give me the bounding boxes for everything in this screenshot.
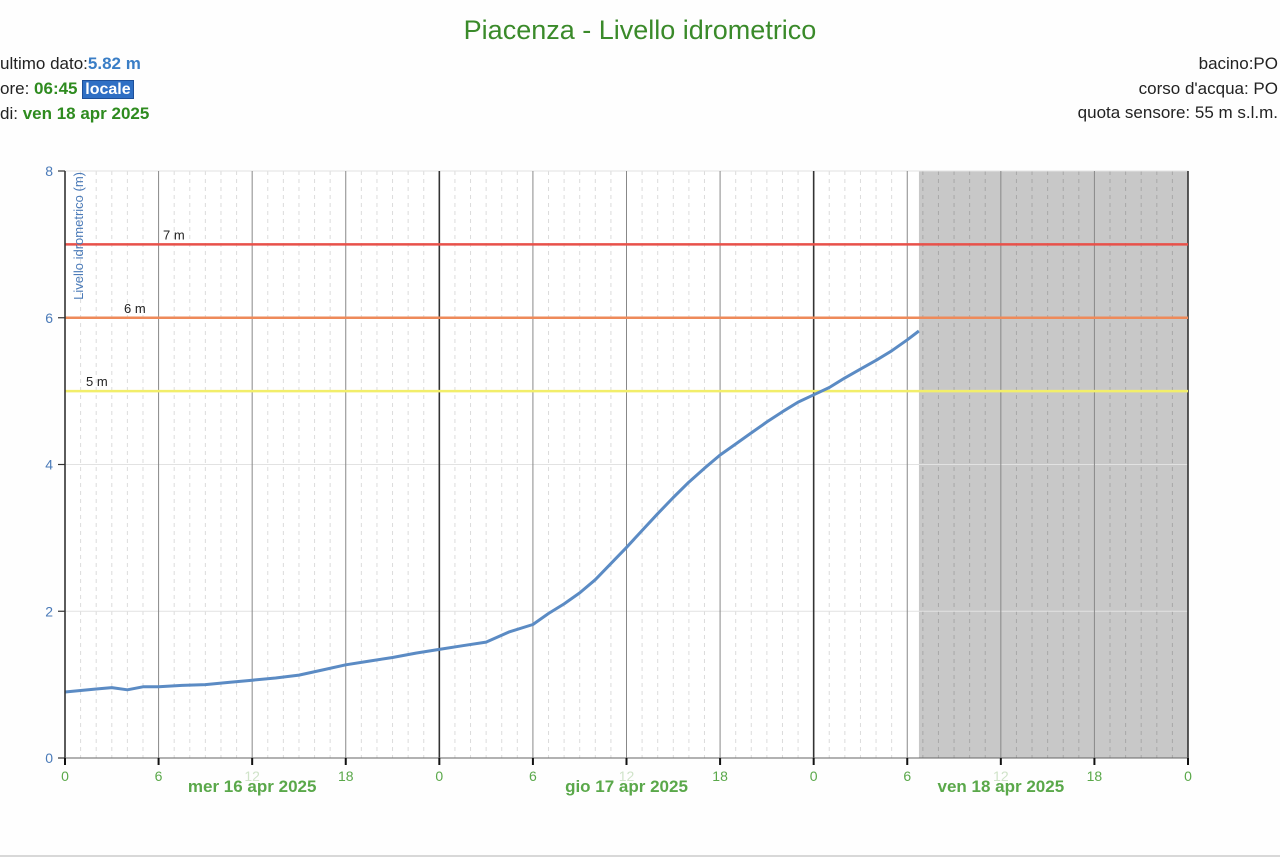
x-tick-label: 18 [712,768,728,784]
day-label: mer 16 apr 2025 [188,777,317,796]
time-value: 06:45 [34,78,78,98]
x-tick-label: 0 [61,768,69,784]
day-label: ven 18 apr 2025 [938,777,1065,796]
threshold-label-7m: 7 m [163,227,185,242]
station-info-right: bacino:PO corso d'acqua: PO quota sensor… [1078,52,1278,126]
page-title: Piacenza - Livello idrometrico [463,15,817,45]
y-tick-label: 8 [45,163,53,179]
threshold-label-6m: 6 m [124,301,146,316]
bottom-divider [0,855,1280,857]
x-tick-label: 6 [903,768,911,784]
y-tick-label: 6 [45,310,53,326]
y-tick-label: 4 [45,457,53,473]
x-tick-label: 0 [435,768,443,784]
day-label: gio 17 apr 2025 [565,777,688,796]
x-tick-label: 18 [1087,768,1103,784]
time-row: ore: 06:45 locale [0,77,149,103]
time-label: ore: [0,78,35,98]
river-label: corso d'acqua: PO [1138,78,1278,98]
last-data-value: 5.82 m [87,54,141,73]
basin-label: bacino:PO [1198,54,1278,73]
x-tick-label: 12 [993,768,1009,784]
date-row: di: ven 18 apr 2025 [0,102,149,127]
threshold-label-5m: 5 m [86,374,108,389]
date-label: di: [0,104,23,123]
x-tick-label: 12 [244,768,260,784]
x-tick-label: 0 [810,768,818,784]
x-tick-label: 6 [155,768,163,784]
x-tick-label: 0 [1184,768,1192,784]
station-info-left: ultimo dato:5.82 m ore: 06:45 locale di:… [0,52,149,127]
sensor-altitude-label: quota sensore: 55 m s.l.m. [1077,103,1278,122]
timezone-badge[interactable]: locale [82,79,134,99]
y-tick-label: 0 [45,750,53,766]
last-data-label: ultimo dato: [0,54,88,73]
y-axis-label: Livello idrometrico (m) [71,172,86,300]
x-tick-label: 12 [619,768,635,784]
water-level-series-line[interactable] [64,329,920,694]
x-tick-label: 6 [529,768,537,784]
date-value: ven 18 apr 2025 [22,104,150,123]
y-tick-label: 2 [45,603,53,619]
water-level-chart[interactable]: 7 m 6 m 5 m 0 2 4 6 8 Livello idrometrico (m) 0 6 1… [0,150,1280,810]
x-tick-label: 18 [338,768,354,784]
last-data-row: ultimo dato:5.82 m [0,52,149,77]
